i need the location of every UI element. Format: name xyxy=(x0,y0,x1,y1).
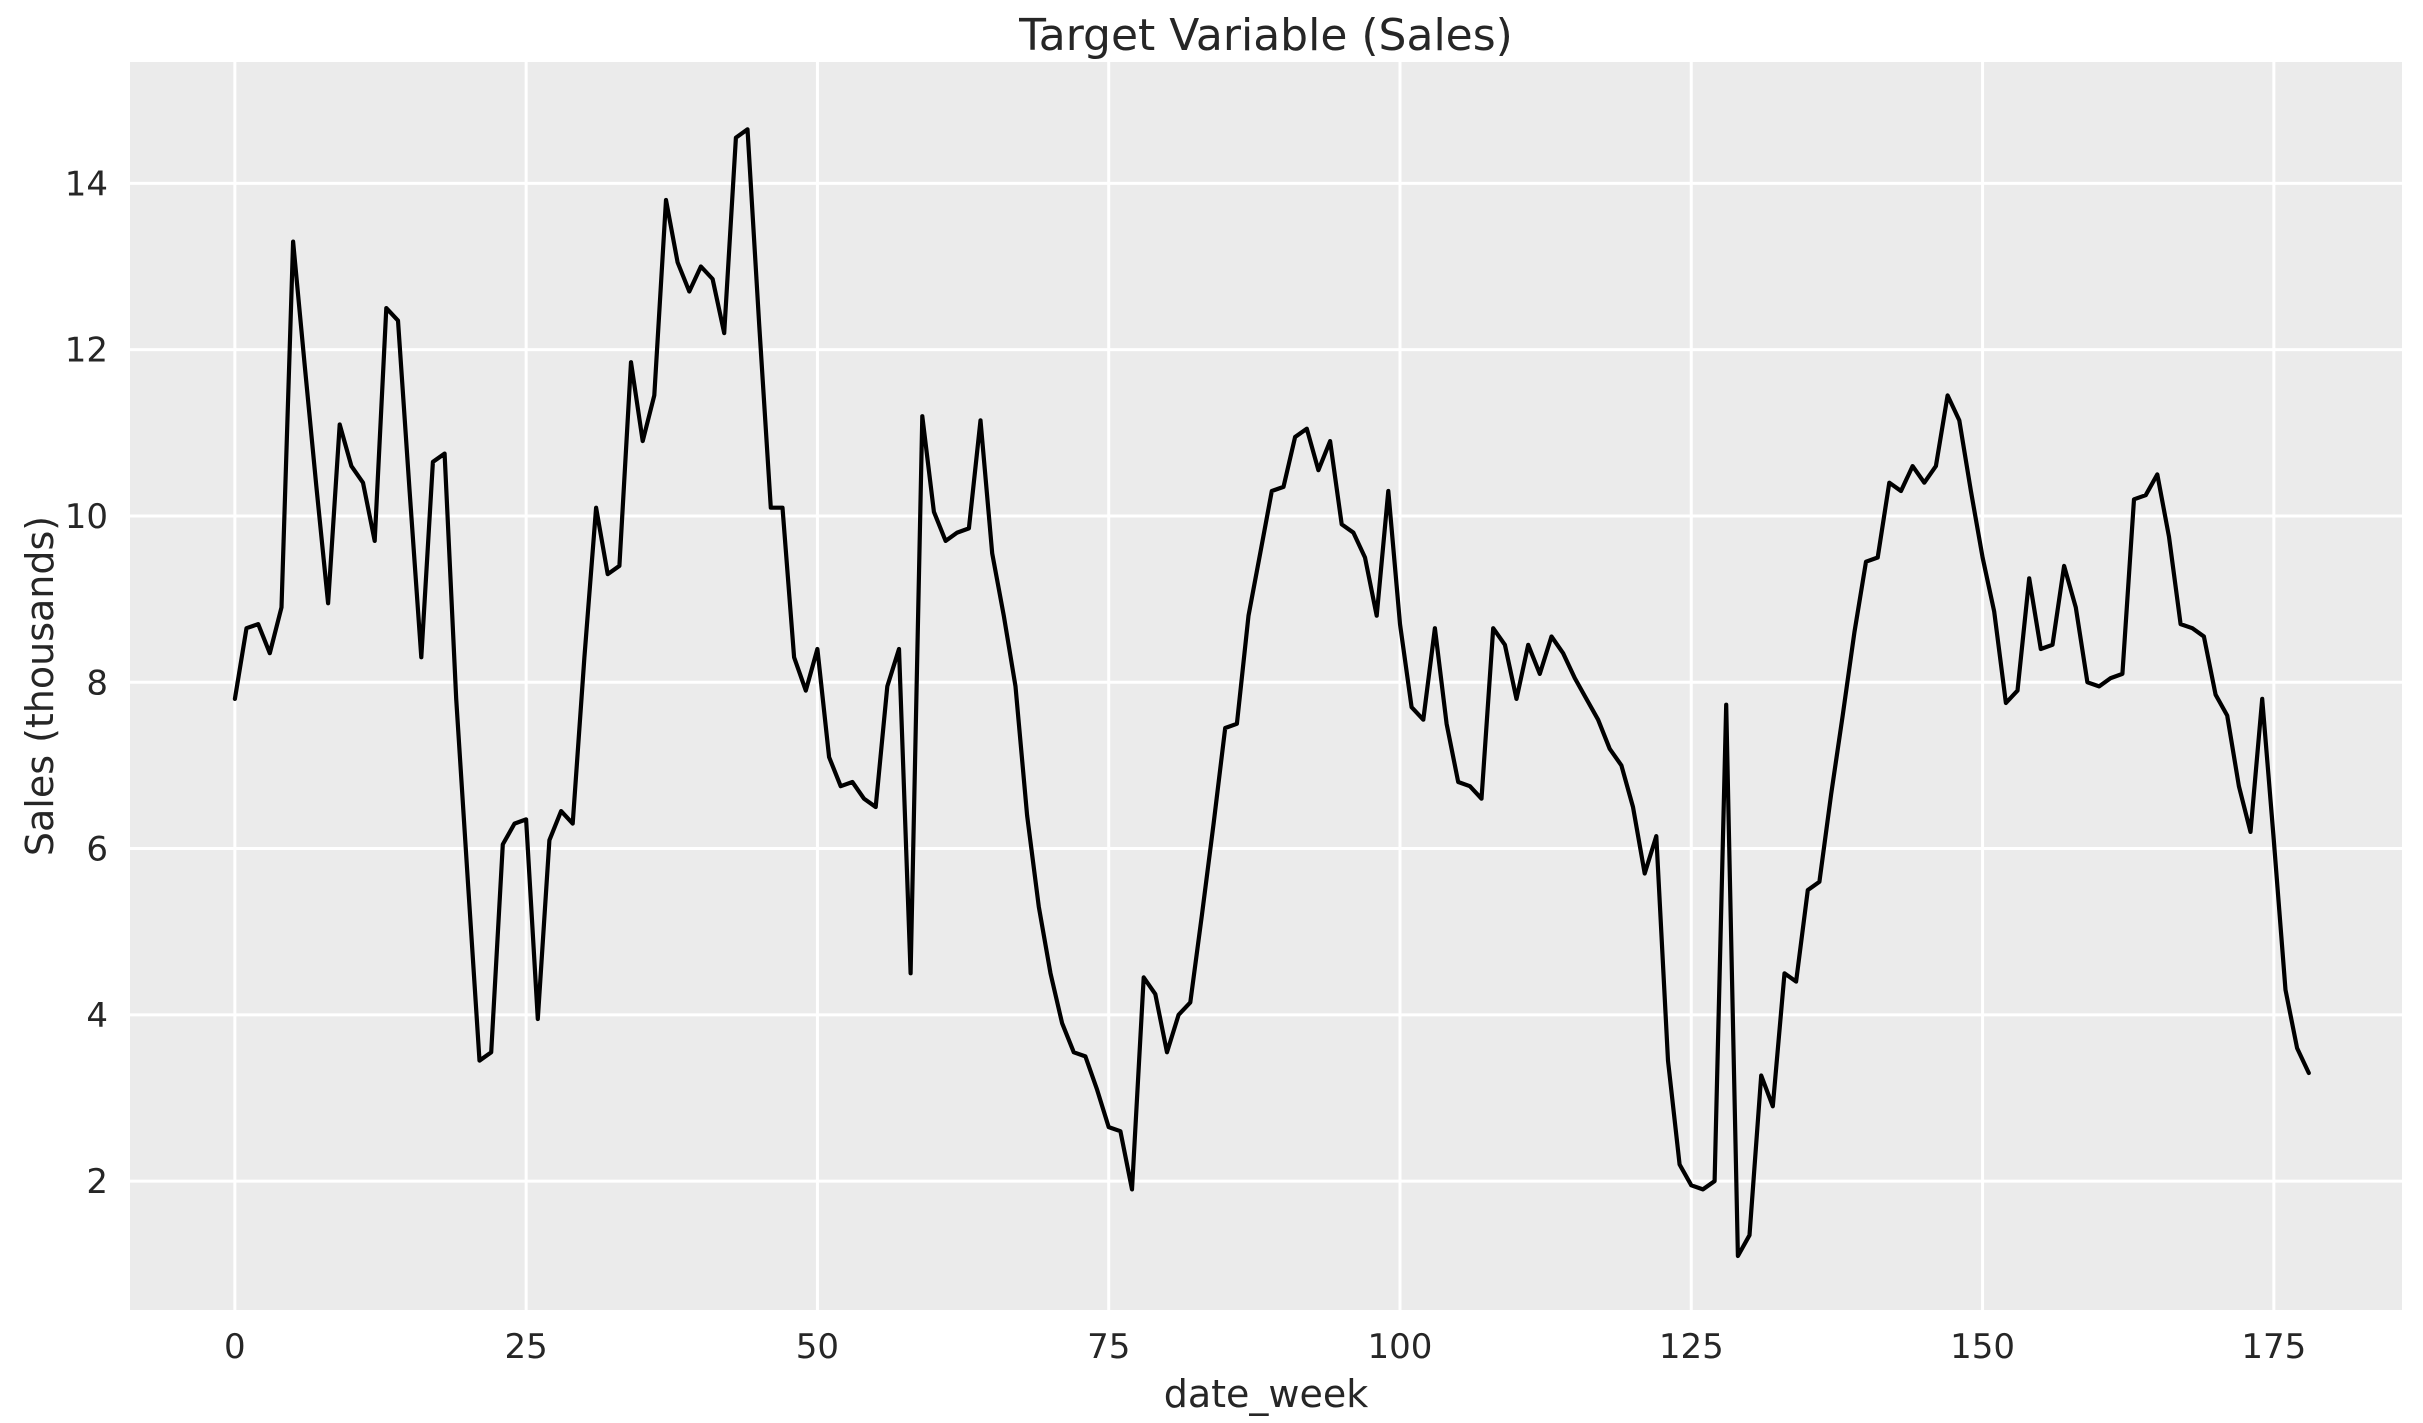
x-tick-label: 75 xyxy=(1087,1327,1130,1367)
y-tick-label: 6 xyxy=(86,830,108,870)
y-tick-label: 14 xyxy=(65,164,108,204)
x-tick-label: 150 xyxy=(1950,1327,2015,1367)
y-tick-label: 12 xyxy=(65,331,108,371)
plot-area xyxy=(130,62,2402,1310)
x-tick-label: 100 xyxy=(1368,1327,1433,1367)
x-tick-label: 175 xyxy=(2241,1327,2306,1367)
x-tick-label: 0 xyxy=(224,1327,246,1367)
y-tick-label: 4 xyxy=(86,996,108,1036)
x-tick-label: 25 xyxy=(505,1327,548,1367)
x-tick-label: 125 xyxy=(1659,1327,1724,1367)
chart-title: Target Variable (Sales) xyxy=(1019,10,1513,61)
y-axis-label: Sales (thousands) xyxy=(18,515,62,857)
y-tick-label: 2 xyxy=(86,1162,108,1202)
y-tick-label: 10 xyxy=(65,497,108,537)
x-axis-label: date_week xyxy=(1163,1372,1369,1416)
y-tick-label: 8 xyxy=(86,663,108,703)
x-tick-label: 50 xyxy=(796,1327,839,1367)
sales-line xyxy=(232,127,2311,1259)
